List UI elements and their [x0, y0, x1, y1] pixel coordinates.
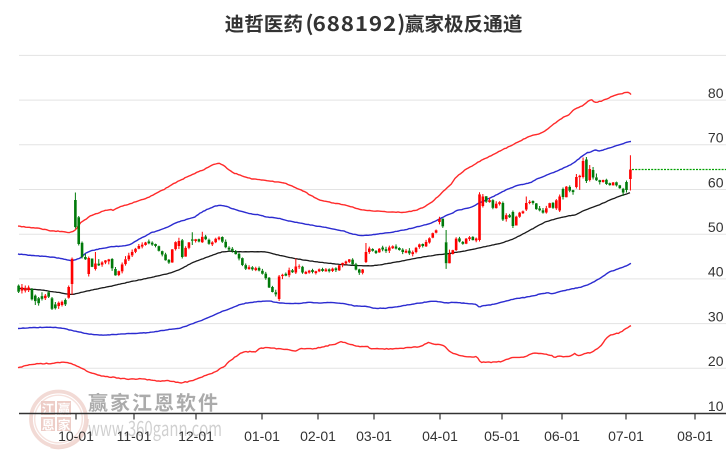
svg-text:20: 20 — [708, 353, 724, 369]
svg-text:10: 10 — [708, 398, 724, 414]
svg-text:03-01: 03-01 — [356, 428, 392, 444]
svg-text:02-01: 02-01 — [300, 428, 336, 444]
svg-text:30: 30 — [708, 308, 724, 324]
svg-text:07-01: 07-01 — [608, 428, 644, 444]
svg-text:80: 80 — [708, 85, 724, 101]
svg-text:50: 50 — [708, 219, 724, 235]
svg-text:05-01: 05-01 — [484, 428, 520, 444]
svg-text:40: 40 — [708, 264, 724, 280]
svg-text:08-01: 08-01 — [677, 428, 713, 444]
svg-text:12-01: 12-01 — [178, 428, 214, 444]
svg-text:04-01: 04-01 — [422, 428, 458, 444]
svg-text:60: 60 — [708, 174, 724, 190]
svg-text:10-01: 10-01 — [58, 428, 94, 444]
svg-text:01-01: 01-01 — [244, 428, 280, 444]
svg-text:70: 70 — [708, 130, 724, 146]
svg-text:06-01: 06-01 — [544, 428, 580, 444]
svg-text:11-01: 11-01 — [117, 428, 152, 444]
